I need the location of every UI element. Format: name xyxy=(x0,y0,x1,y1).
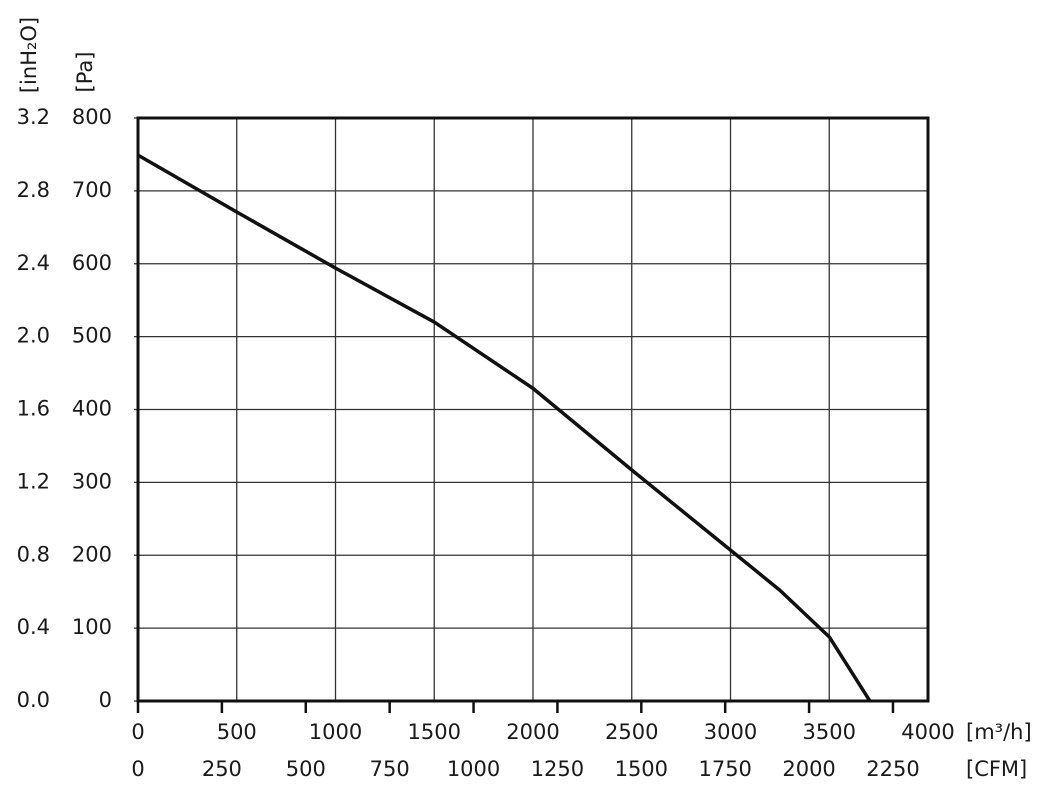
y-axis-title: [Pa] xyxy=(73,52,97,93)
y-tick-label: 700 xyxy=(72,178,112,202)
y2-axis-title: [inH₂O] xyxy=(17,17,41,93)
y-tick-label: 500 xyxy=(72,324,112,348)
x-tick-label: 0 xyxy=(131,720,144,744)
x-tick-label: 1000 xyxy=(309,720,362,744)
y2-tick-label: 0.0 xyxy=(17,688,50,712)
y-tick-label: 200 xyxy=(72,542,112,566)
x2-tick-label: 1750 xyxy=(698,757,751,781)
y-tick-label: 400 xyxy=(72,397,112,421)
x-tick-label: 3000 xyxy=(704,720,757,744)
x-tick-label: 2500 xyxy=(605,720,658,744)
y2-tick-label: 1.2 xyxy=(17,469,50,493)
y2-tick-label: 2.4 xyxy=(17,251,50,275)
x2-tick-label: 0 xyxy=(131,757,144,781)
y2-tick-label: 3.2 xyxy=(17,105,50,129)
y-tick-label: 800 xyxy=(72,105,112,129)
x-tick-label: 4000 xyxy=(901,720,954,744)
x-tick-label: 3500 xyxy=(803,720,856,744)
x-axis-title: [m³/h] xyxy=(966,720,1032,744)
x2-tick-label: 750 xyxy=(370,757,410,781)
y2-tick-label: 2.0 xyxy=(17,324,50,348)
y2-tick-label: 0.8 xyxy=(17,542,50,566)
x2-tick-label: 2000 xyxy=(782,757,835,781)
x-tick-label: 1500 xyxy=(408,720,461,744)
curve xyxy=(137,153,872,702)
x2-tick-label: 1000 xyxy=(447,757,500,781)
y-tick-label: 0 xyxy=(99,688,112,712)
x-tick-label: 2000 xyxy=(506,720,559,744)
x2-tick-label: 1250 xyxy=(531,757,584,781)
y-tick-label: 100 xyxy=(72,615,112,639)
y2-tick-label: 0.4 xyxy=(17,615,50,639)
x2-tick-label: 250 xyxy=(202,757,242,781)
x2-tick-label: 1500 xyxy=(615,757,668,781)
y-tick-label: 600 xyxy=(72,251,112,275)
y-tick-label: 300 xyxy=(72,469,112,493)
y2-tick-label: 2.8 xyxy=(17,178,50,202)
y2-tick-label: 1.6 xyxy=(17,397,50,421)
x2-tick-label: 2250 xyxy=(866,757,919,781)
x2-tick-label: 500 xyxy=(286,757,326,781)
plot-frame xyxy=(136,116,930,703)
x2-axis-title: [CFM] xyxy=(966,757,1027,781)
x-tick-label: 500 xyxy=(217,720,257,744)
